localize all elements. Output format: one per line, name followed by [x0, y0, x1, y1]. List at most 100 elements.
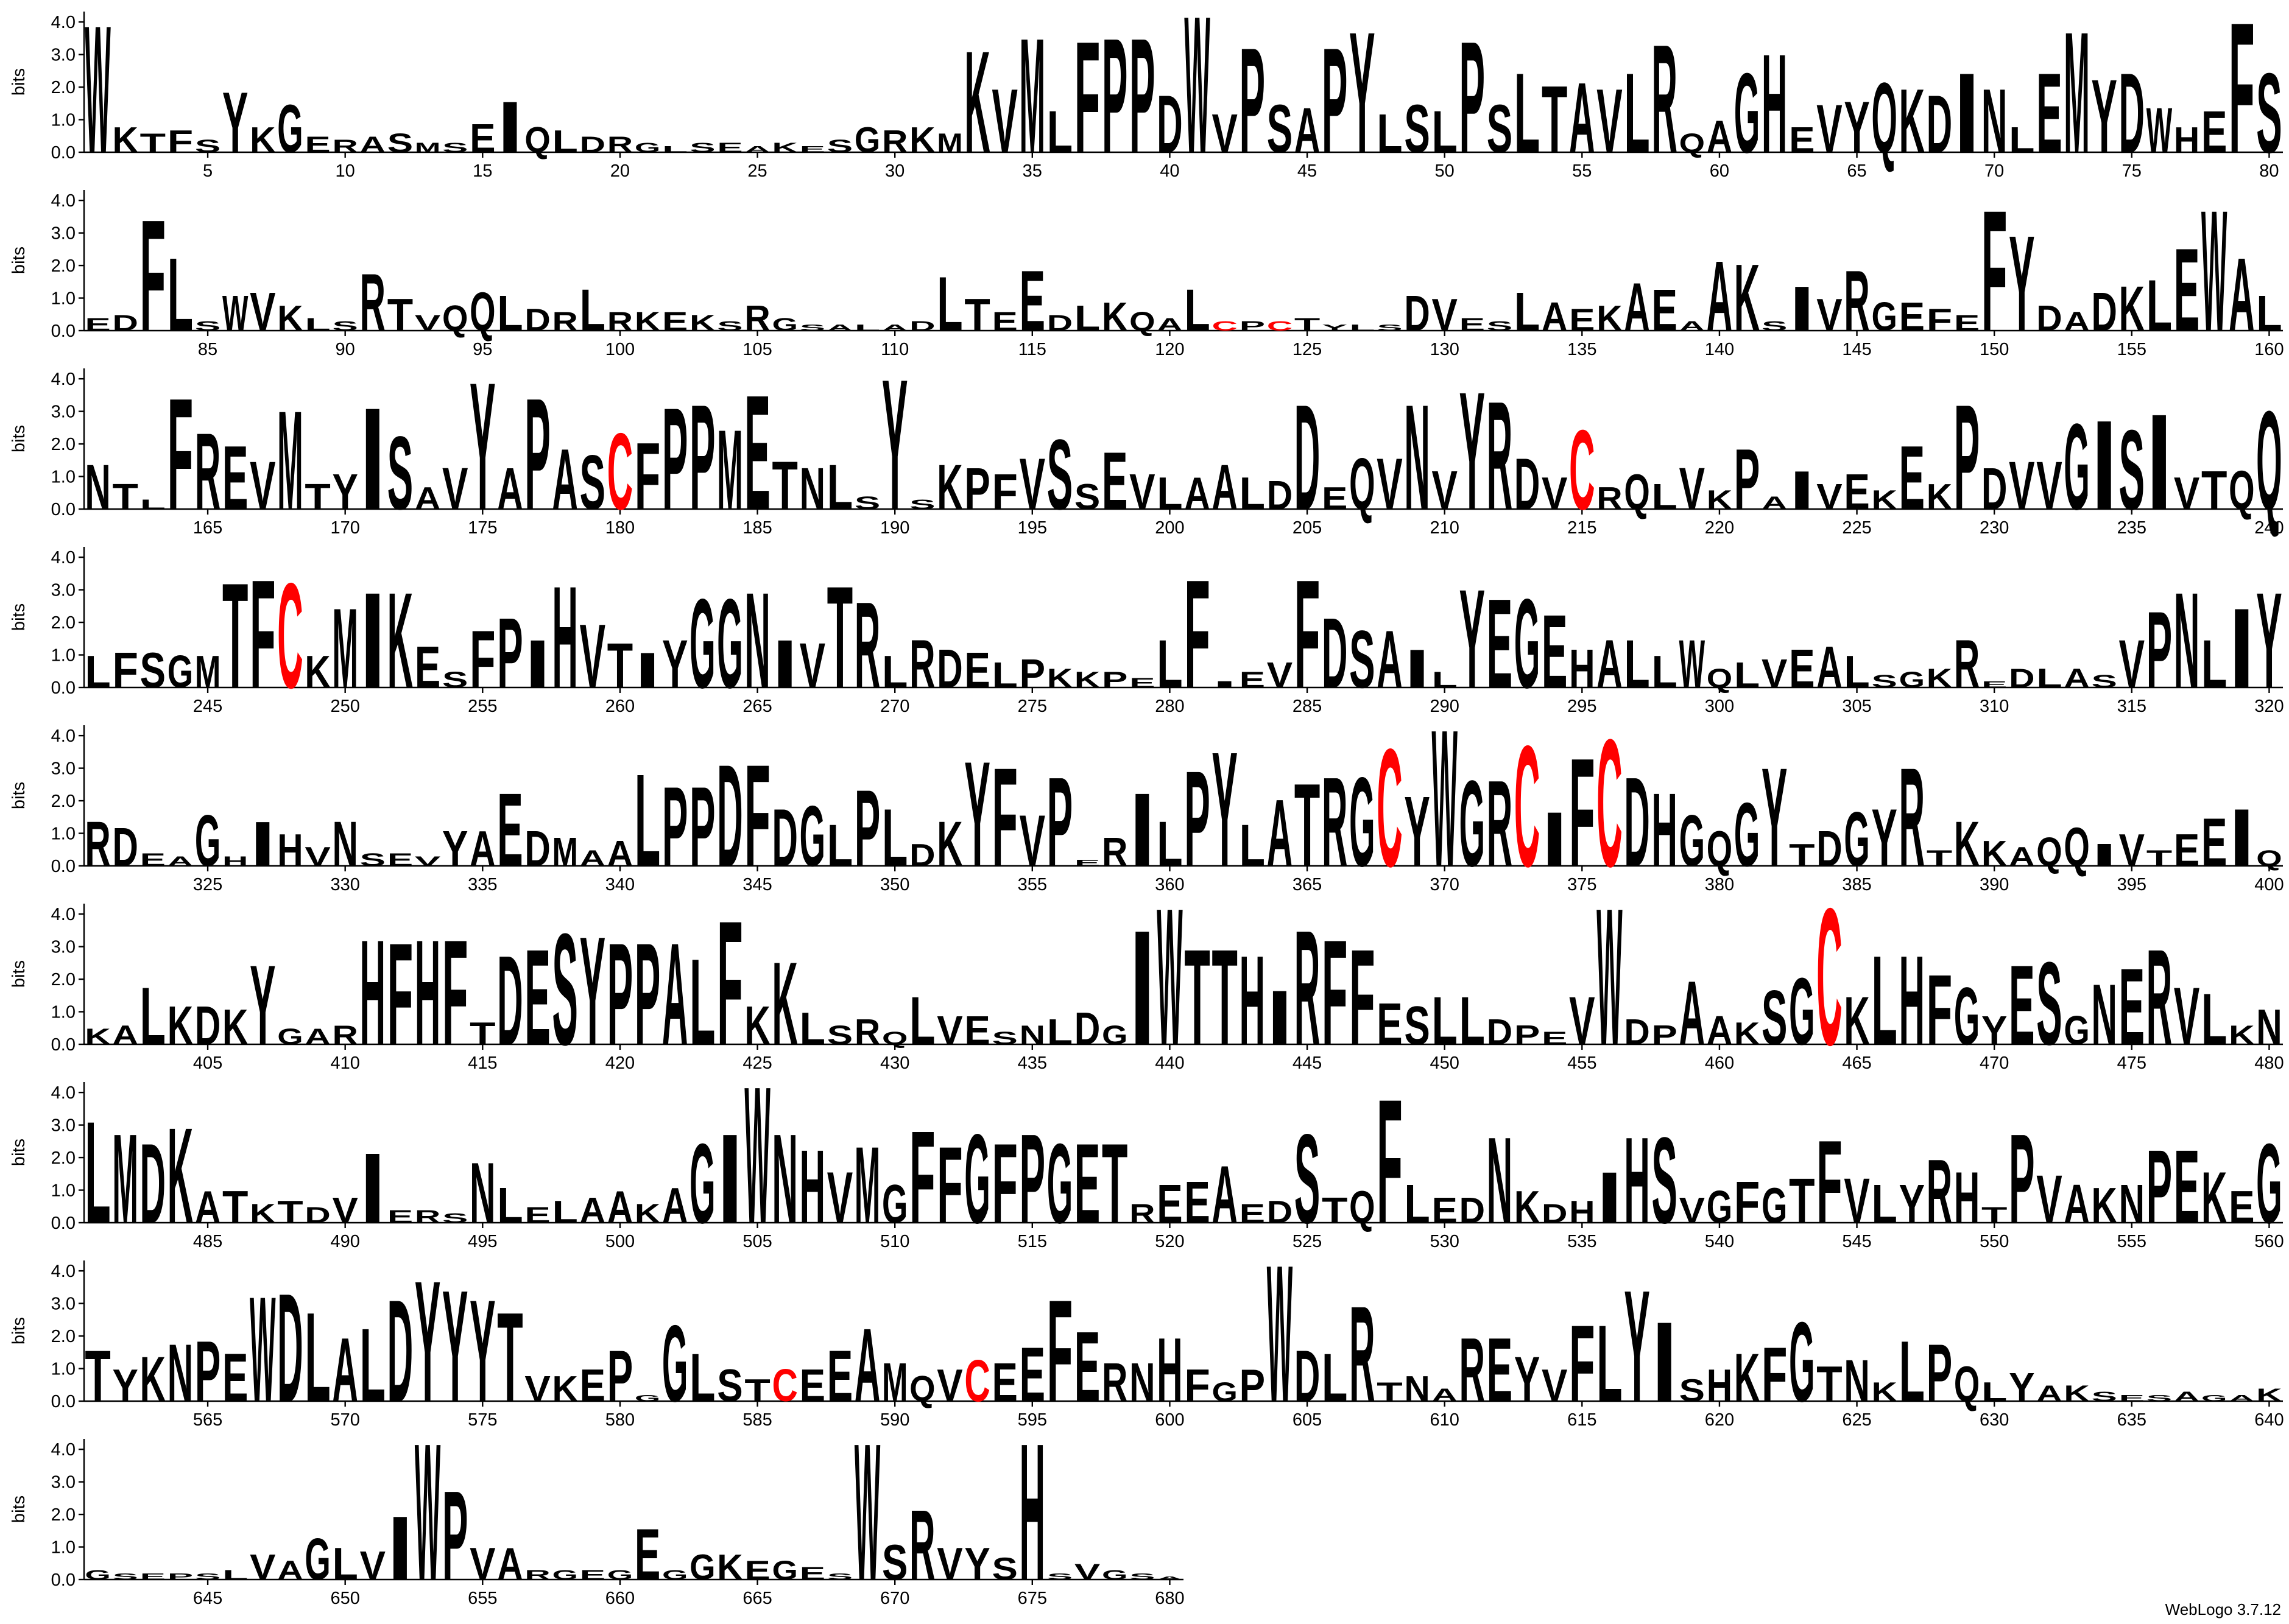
- logo-letter: T: [1322, 1190, 1347, 1231]
- logo-letter: D: [195, 995, 220, 1056]
- logo-letter: I: [1596, 1158, 1622, 1239]
- x-tick-label: 420: [605, 1053, 635, 1073]
- logo-letter: E: [744, 361, 770, 544]
- y-tick-label: 1.0: [51, 646, 76, 666]
- y-tick-label: 2.0: [51, 613, 76, 633]
- logo-letter: N: [332, 809, 358, 880]
- logo-letter: R: [1844, 253, 1869, 350]
- logo-letter: L: [909, 983, 935, 1059]
- logo-letter: A: [1624, 269, 1649, 345]
- y-tick-label: 4.0: [51, 548, 76, 568]
- logo-letter: L: [1431, 99, 1457, 165]
- logo-letter: L: [222, 1567, 248, 1583]
- x-tick-label: 435: [1018, 1053, 1047, 1073]
- logo-letter: R: [1459, 1319, 1485, 1421]
- logo-letter: A: [1294, 95, 1320, 166]
- x-tick-label: 35: [1023, 161, 1042, 181]
- logo-letter: P: [964, 455, 990, 522]
- logo-letter: L: [2036, 663, 2062, 694]
- logo-letter: T: [85, 1336, 110, 1417]
- logo-letter: H: [1954, 1158, 1980, 1239]
- logo-letter: K: [1871, 485, 1897, 515]
- logo-letter: L: [1322, 1340, 1347, 1416]
- logo-letter: G: [772, 315, 797, 335]
- logo-letter: E: [800, 1360, 825, 1411]
- logo-letter: K: [772, 140, 797, 155]
- x-tick-label: 525: [1293, 1232, 1322, 1251]
- logo-letter: Q: [2064, 817, 2089, 877]
- logo-letter: L: [2009, 119, 2034, 160]
- y-axis-label: bits: [9, 1139, 29, 1166]
- logo-letter: H: [222, 854, 248, 869]
- logo-letter: E: [387, 850, 413, 870]
- logo-letter: L: [1047, 99, 1073, 165]
- y-tick-label: 0.0: [51, 500, 76, 519]
- logo-letter: P: [1047, 751, 1073, 893]
- logo-letter: K: [250, 1198, 275, 1229]
- logo-letter: I: [387, 1497, 413, 1599]
- logo-letter: C: [1267, 318, 1293, 334]
- logo-letter: E: [1184, 1169, 1210, 1236]
- logo-letter: R: [360, 257, 386, 348]
- x-tick-label: 130: [1430, 340, 1459, 359]
- x-tick-label: 530: [1430, 1232, 1459, 1251]
- logo-letter: C: [277, 552, 303, 720]
- logo-letter: A: [2064, 306, 2089, 337]
- logo-letter: F: [992, 465, 1017, 520]
- logo-letter: Q: [1707, 663, 1732, 694]
- logo-letter: E: [2201, 99, 2227, 165]
- logo-letter: S: [992, 1552, 1017, 1587]
- x-tick-label: 445: [1293, 1053, 1322, 1073]
- logo-letter: E: [2036, 49, 2062, 177]
- logo-letter: A: [1431, 1385, 1457, 1405]
- logo-letter: H: [1569, 1195, 1595, 1230]
- logo-letter: D: [1927, 79, 1952, 170]
- logo-letter: I: [2229, 792, 2254, 884]
- logo-letter: G: [1844, 796, 1869, 882]
- logo-letter: G: [635, 140, 660, 155]
- x-tick-label: 260: [605, 697, 635, 716]
- logo-letter: T: [1102, 1120, 1127, 1247]
- logo-letter: L: [1899, 1324, 1925, 1420]
- x-tick-label: 185: [742, 518, 772, 538]
- logo-letter: K: [1844, 983, 1869, 1059]
- x-tick-label: 350: [880, 875, 909, 895]
- logo-letter: D: [1294, 374, 1320, 541]
- logo-letter: N: [2119, 1173, 2145, 1234]
- logo-letter: V: [250, 448, 275, 524]
- logo-letter: L: [497, 286, 523, 342]
- logo-letter: S: [2036, 938, 2062, 1070]
- x-tick-label: 215: [1567, 518, 1596, 538]
- logo-letter: S: [195, 1572, 221, 1582]
- logo-letter: G: [1102, 1020, 1127, 1050]
- logo-letter: K: [1927, 476, 1952, 517]
- logo-letter: R: [744, 298, 770, 339]
- logo-letter: H: [1624, 1111, 1649, 1249]
- logo-letter: S: [1679, 1373, 1705, 1408]
- logo-letter: A: [1569, 62, 1595, 174]
- x-tick-label: 60: [1710, 161, 1729, 181]
- logo-letter: D: [387, 1270, 413, 1432]
- logo-letter: D: [2036, 298, 2062, 339]
- logo-letter: A: [1679, 962, 1705, 1064]
- logo-letter: A: [662, 1178, 688, 1234]
- logo-letter: T: [1212, 921, 1237, 1074]
- y-tick-label: 2.0: [51, 792, 76, 811]
- logo-letter: T: [140, 128, 166, 158]
- x-tick-label: 360: [1155, 875, 1184, 895]
- logo-letter: F: [937, 1124, 962, 1246]
- logo-letter: N: [744, 564, 770, 717]
- logo-letter: L: [1240, 468, 1265, 519]
- logo-letter: I: [1267, 974, 1293, 1061]
- y-tick-label: 3.0: [51, 46, 76, 65]
- logo-letter: S: [690, 140, 716, 155]
- y-tick-label: 0.0: [51, 322, 76, 341]
- logo-letter: G: [1102, 1567, 1127, 1583]
- y-tick-label: 3.0: [51, 1473, 76, 1492]
- logo-letter: R: [855, 576, 880, 714]
- logo-letter: I: [1212, 680, 1237, 690]
- y-axis-label: bits: [9, 603, 29, 631]
- x-tick-label: 430: [880, 1053, 909, 1073]
- logo-letter: A: [2009, 842, 2034, 872]
- logo-letter: Y: [1844, 87, 1869, 168]
